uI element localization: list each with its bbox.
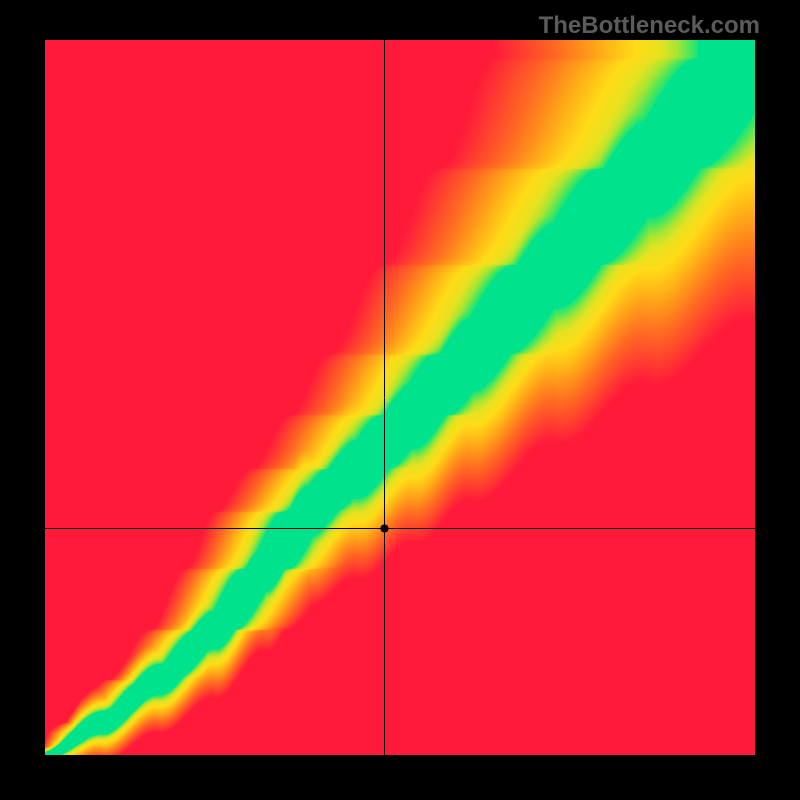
bottleneck-heatmap <box>45 40 755 755</box>
watermark-text: TheBottleneck.com <box>539 12 760 40</box>
